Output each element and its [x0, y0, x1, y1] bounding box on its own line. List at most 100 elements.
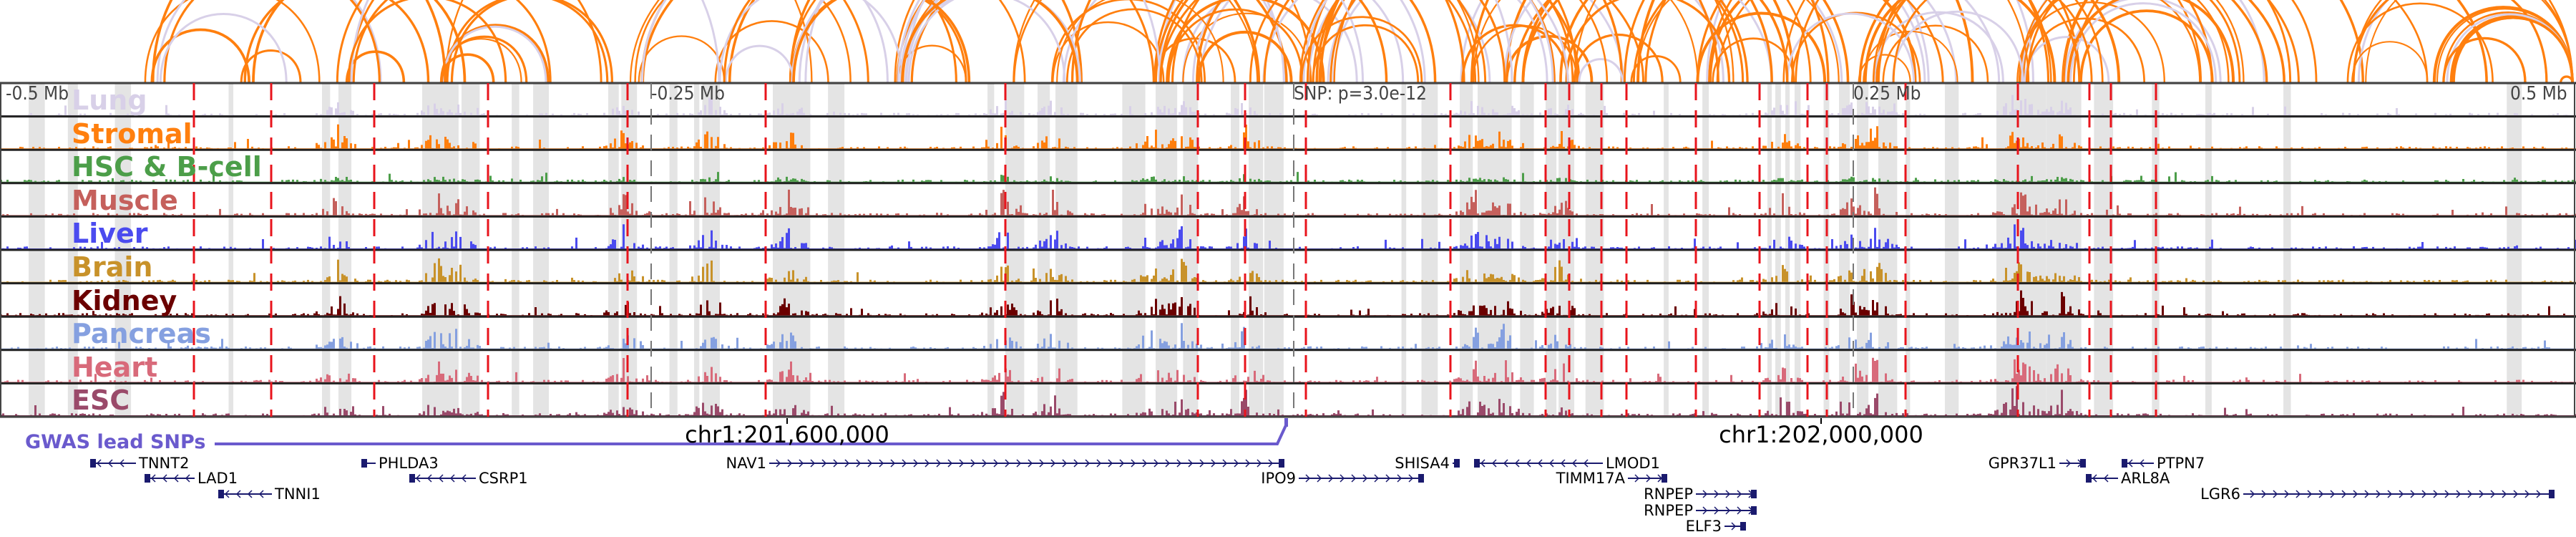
interaction-arc — [638, 35, 726, 84]
gene-label[interactable]: PTPN7 — [2157, 455, 2205, 472]
strand-arrow — [2479, 490, 2484, 498]
interaction-arc — [1249, 0, 1477, 84]
interaction-arc — [1263, 0, 1506, 84]
gene-label[interactable]: LAD1 — [197, 470, 238, 487]
interaction-arc — [1181, 0, 1358, 84]
gene-exon — [1662, 474, 1667, 483]
gene-label[interactable]: LGR6 — [2200, 485, 2240, 503]
track-label-brain: Brain — [72, 251, 153, 283]
strand-arrow — [107, 459, 113, 468]
strand-arrow — [1050, 459, 1056, 468]
gene-label[interactable]: ELF3 — [1685, 518, 1722, 535]
interaction-arc — [1872, 0, 2081, 84]
strand-arrow — [2092, 474, 2097, 483]
strand-arrow — [2284, 490, 2290, 498]
strand-arrow — [1039, 459, 1045, 468]
gene-label[interactable]: RNPEP — [1644, 485, 1693, 503]
strand-arrow — [2444, 490, 2450, 498]
gene-exon — [1751, 490, 1757, 498]
gwas-track-label: GWAS lead SNPs — [25, 431, 206, 453]
strand-arrow — [1211, 459, 1216, 468]
gene-label[interactable]: TNNI1 — [275, 485, 321, 503]
gene-label[interactable]: NAV1 — [726, 455, 766, 472]
strand-arrow — [1397, 474, 1402, 483]
signal-5 — [0, 258, 2576, 282]
strand-arrow — [1131, 459, 1136, 468]
track-label-esc: ESC — [72, 384, 130, 417]
strand-arrow — [856, 459, 862, 468]
interaction-arc — [1197, 30, 1293, 84]
signal-8 — [0, 357, 2576, 382]
strand-arrow — [1503, 459, 1508, 468]
interaction-arc — [1300, 16, 1423, 84]
interaction-arc — [349, 0, 602, 84]
strand-arrow — [2433, 490, 2439, 498]
strand-arrow — [247, 490, 253, 498]
gene-exon — [1279, 459, 1284, 468]
interaction-arc — [1312, 24, 1420, 84]
interaction-arc — [2436, 8, 2574, 84]
interaction-arc — [1878, 0, 2104, 84]
signal-7 — [0, 323, 2576, 349]
strand-arrow — [1340, 474, 1345, 483]
strand-arrow — [1305, 474, 1311, 483]
strand-arrow — [776, 459, 781, 468]
gene-label[interactable]: IPO9 — [1261, 470, 1296, 487]
interaction-arc — [2352, 0, 2574, 84]
strand-arrow — [1725, 490, 1731, 498]
gene-label[interactable]: CSRP1 — [479, 470, 528, 487]
strand-arrow — [1328, 474, 1334, 483]
strand-arrow — [993, 459, 999, 468]
strand-arrow — [1222, 459, 1228, 468]
strand-arrow — [1362, 474, 1368, 483]
interaction-arc — [894, 0, 1312, 84]
strand-arrow — [1016, 459, 1022, 468]
strand-arrow — [150, 474, 156, 483]
gene-label[interactable]: TNNT2 — [139, 455, 190, 472]
interaction-arc — [640, 0, 889, 84]
strand-arrow — [1725, 506, 1731, 515]
strand-arrow — [1537, 459, 1543, 468]
gene-label[interactable]: ARL8A — [2121, 470, 2170, 487]
interaction-arc — [1858, 54, 1911, 84]
strand-arrow — [1085, 459, 1091, 468]
strand-arrow — [1096, 459, 1102, 468]
gene-label[interactable]: GPR37L1 — [1988, 455, 2057, 472]
strand-arrow — [1119, 459, 1125, 468]
strand-arrow — [1062, 459, 1068, 468]
gene-label[interactable]: PHLDA3 — [379, 455, 439, 472]
strand-arrow — [96, 459, 102, 468]
gene-label[interactable]: SHISA4 — [1395, 455, 1450, 472]
interaction-arc — [240, 49, 302, 84]
signal-tracks — [0, 82, 2576, 418]
interaction-arc — [724, 44, 795, 84]
gene-label[interactable]: TIMM17A — [1556, 470, 1625, 487]
gene-label[interactable]: RNPEP — [1644, 502, 1693, 519]
gene-exon — [1474, 459, 1480, 468]
strand-arrow — [1583, 459, 1589, 468]
strand-arrow — [947, 459, 953, 468]
interaction-arc — [1782, 0, 2052, 84]
strand-arrow — [844, 459, 850, 468]
signal-2 — [0, 172, 2576, 182]
strand-arrow — [924, 459, 930, 468]
strand-arrow — [1731, 522, 1737, 531]
gene-exon — [1418, 474, 1424, 483]
strand-arrow — [1245, 459, 1251, 468]
gene-label[interactable]: LMOD1 — [1606, 455, 1660, 472]
strand-arrow — [1548, 459, 1554, 468]
strand-arrow — [173, 474, 179, 483]
track-label-stromal: Stromal — [72, 117, 192, 150]
interaction-arc — [2446, 13, 2574, 84]
strand-arrow — [2467, 490, 2473, 498]
axis-label-mid-right: 0.25 Mb — [1853, 83, 1921, 105]
signal-3 — [0, 187, 2576, 216]
strand-arrow — [959, 459, 965, 468]
strand-arrow — [2364, 490, 2370, 498]
interaction-arc — [151, 0, 447, 84]
interaction-arc — [347, 0, 507, 84]
strand-arrow — [1748, 506, 1754, 515]
strand-arrow — [2273, 490, 2278, 498]
signal-1 — [0, 124, 2576, 149]
